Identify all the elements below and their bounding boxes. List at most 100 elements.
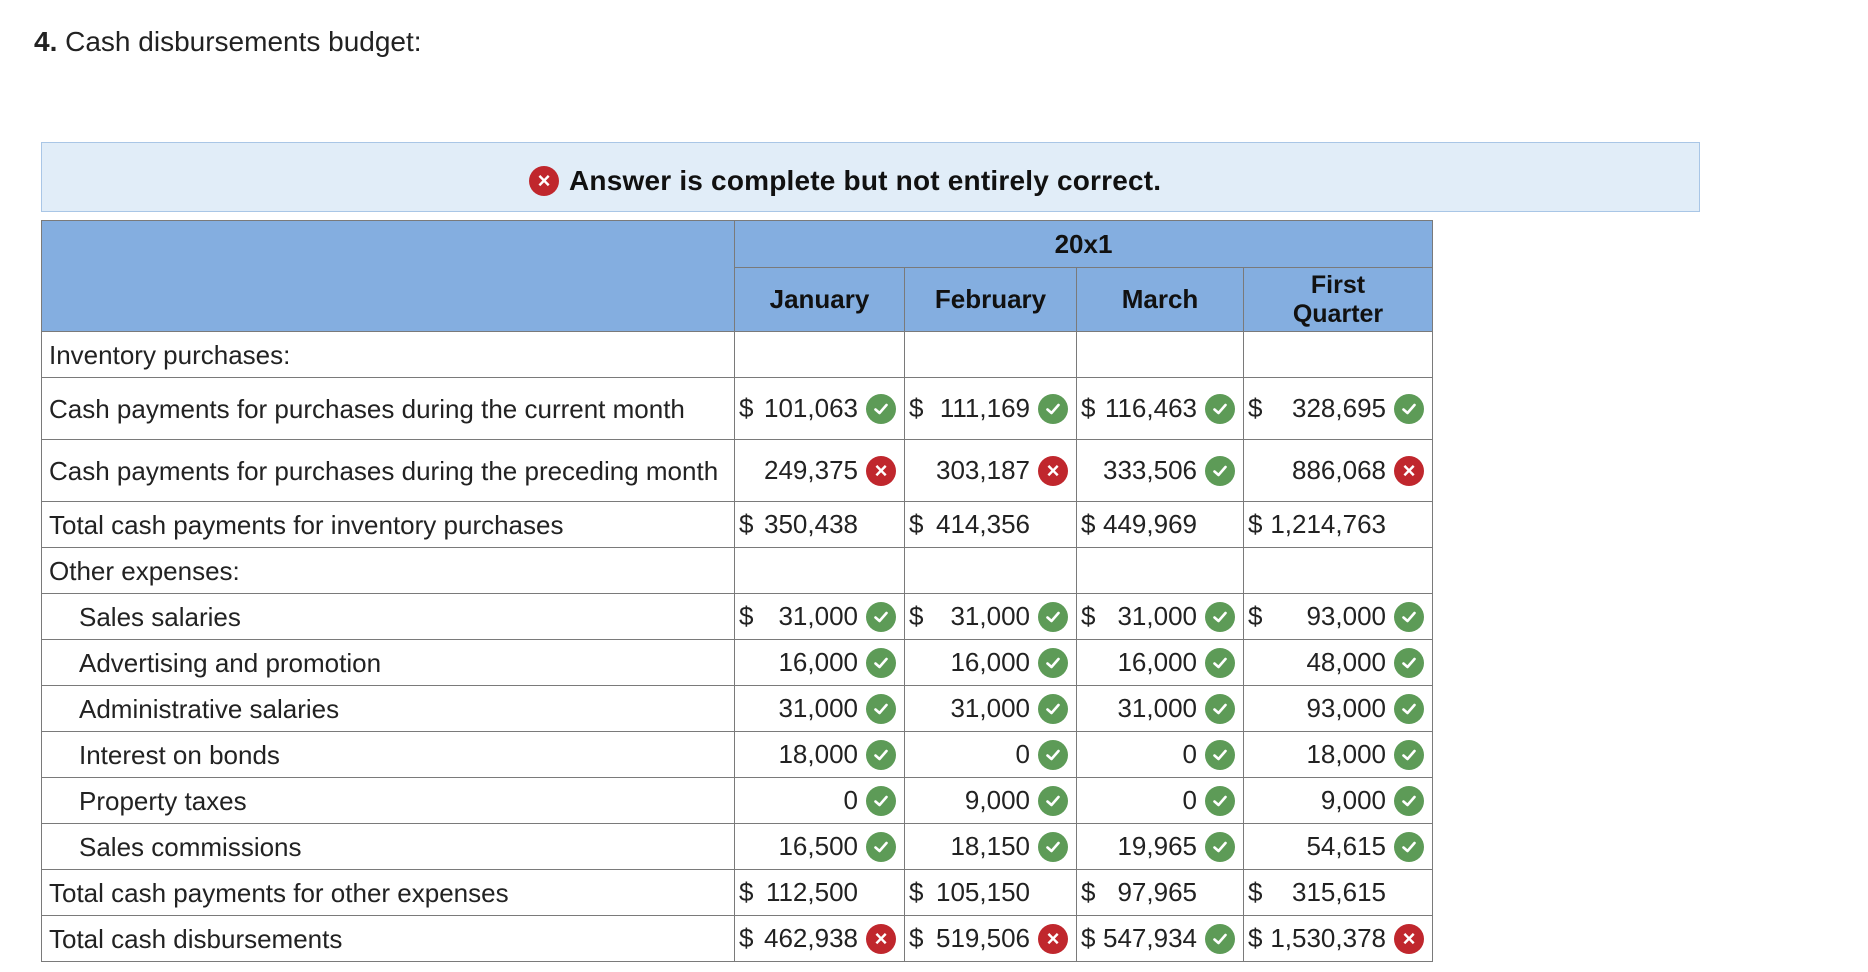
cell-content: $462,938 ×: [735, 916, 904, 961]
cell-content: $31,000: [1077, 594, 1243, 639]
cell-value: 16,000: [1117, 647, 1197, 677]
value-cell[interactable]: 16,000: [904, 639, 1077, 686]
correct-check-icon: [866, 739, 896, 770]
value-cell[interactable]: $31,000: [904, 593, 1077, 640]
cell-value: 449,969: [1103, 509, 1197, 539]
table-row: Sales salaries $31,000 $31,000 $31,000 $93,0…: [41, 593, 1433, 640]
cell-content: $328,695: [1244, 378, 1432, 439]
value-cell[interactable]: $101,063: [734, 377, 905, 440]
value-cell[interactable]: $449,969: [1076, 501, 1244, 548]
cell-content: 886,068 ×: [1244, 440, 1432, 501]
value-cell[interactable]: 54,615: [1243, 823, 1433, 870]
row-label: Sales salaries: [41, 593, 735, 640]
correct-check-icon: [1394, 739, 1424, 770]
cell-value: 519,506: [936, 923, 1030, 953]
cell-value: 249,375: [764, 455, 858, 485]
value-cell[interactable]: 249,375 ×: [734, 439, 905, 502]
value-cell[interactable]: $1,530,378 ×: [1243, 915, 1433, 962]
value-cell[interactable]: 16,500: [734, 823, 905, 870]
value-cell[interactable]: $31,000: [1076, 593, 1244, 640]
value-cell[interactable]: $1,214,763: [1243, 501, 1433, 548]
cell-content: 19,965: [1077, 824, 1243, 869]
value-cell[interactable]: $97,965: [1076, 869, 1244, 916]
value-cell[interactable]: 31,000: [734, 685, 905, 732]
correct-check-icon: [1394, 693, 1424, 724]
cell-content: $547,934: [1077, 916, 1243, 961]
value-cell[interactable]: $315,615: [1243, 869, 1433, 916]
value-cell[interactable]: $547,934: [1076, 915, 1244, 962]
col-january: January: [734, 267, 905, 332]
cell-content: $315,615: [1244, 870, 1432, 915]
feedback-banner: × Answer is complete but not entirely co…: [41, 142, 1700, 212]
value-cell[interactable]: 9,000: [904, 777, 1077, 824]
value-cell[interactable]: 0: [904, 731, 1077, 778]
value-cell[interactable]: $93,000: [1243, 593, 1433, 640]
value-cell[interactable]: $111,169: [904, 377, 1077, 440]
value-cell[interactable]: 0: [734, 777, 905, 824]
value-cell[interactable]: 886,068 ×: [1243, 439, 1433, 502]
value-cell[interactable]: 18,000: [1243, 731, 1433, 778]
incorrect-x-icon: ×: [866, 923, 896, 954]
cell-content: $105,150: [905, 870, 1076, 915]
table-row: Interest on bonds 18,000 0 0 18,000: [41, 731, 1433, 778]
cell-value: 93,000: [1306, 601, 1386, 631]
cell-content: 0: [1077, 732, 1243, 777]
cell-content: $31,000: [735, 594, 904, 639]
dollar-sign: $: [1248, 923, 1263, 953]
cell-content: 303,187 ×: [905, 440, 1076, 501]
dollar-sign: $: [1081, 877, 1096, 907]
value-cell[interactable]: 93,000: [1243, 685, 1433, 732]
cell-value: 31,000: [1117, 601, 1197, 631]
value-cell[interactable]: $116,463: [1076, 377, 1244, 440]
correct-check-icon: [1205, 923, 1235, 954]
cell-value: 31,000: [778, 601, 858, 631]
cell-content: 0: [1077, 778, 1243, 823]
table-row: Total cash payments for other expenses $1…: [41, 869, 1433, 916]
value-cell[interactable]: $112,500: [734, 869, 905, 916]
cell-content: $519,506 ×: [905, 916, 1076, 961]
dollar-sign: $: [909, 877, 924, 907]
cell-value: 414,356: [936, 509, 1030, 539]
dollar-sign: $: [1248, 601, 1263, 631]
value-cell[interactable]: $105,150: [904, 869, 1077, 916]
cell-value: 9,000: [964, 785, 1030, 815]
value-cell: [904, 547, 1077, 594]
value-cell: [1243, 331, 1433, 378]
value-cell: [904, 331, 1077, 378]
dollar-sign: $: [909, 509, 924, 539]
value-cell[interactable]: 16,000: [1076, 639, 1244, 686]
cell-value: 9,000: [1320, 785, 1386, 815]
cell-value: 116,463: [1104, 393, 1197, 423]
value-cell[interactable]: $462,938 ×: [734, 915, 905, 962]
value-cell[interactable]: 19,965: [1076, 823, 1244, 870]
value-cell[interactable]: $31,000: [734, 593, 905, 640]
value-cell[interactable]: 16,000: [734, 639, 905, 686]
value-cell[interactable]: 303,187 ×: [904, 439, 1077, 502]
value-cell: [1076, 331, 1244, 378]
cell-content: 18,000: [1244, 732, 1432, 777]
value-cell[interactable]: $328,695: [1243, 377, 1433, 440]
value-cell[interactable]: 18,000: [734, 731, 905, 778]
incorrect-x-icon: ×: [1038, 923, 1068, 954]
value-cell[interactable]: 333,506: [1076, 439, 1244, 502]
value-cell[interactable]: $414,356: [904, 501, 1077, 548]
value-cell[interactable]: 0: [1076, 777, 1244, 824]
cell-content: 16,000: [735, 640, 904, 685]
cell-value: 1,530,378: [1270, 923, 1386, 953]
value-cell[interactable]: $519,506 ×: [904, 915, 1077, 962]
header-blank: [41, 220, 735, 332]
question-title: Cash disbursements budget:: [65, 26, 422, 57]
value-cell[interactable]: 31,000: [904, 685, 1077, 732]
value-cell[interactable]: 48,000: [1243, 639, 1433, 686]
value-cell[interactable]: 18,150: [904, 823, 1077, 870]
value-cell[interactable]: 0: [1076, 731, 1244, 778]
cell-value: 0: [843, 785, 858, 815]
value-cell[interactable]: $350,438: [734, 501, 905, 548]
correct-check-icon: [1038, 601, 1068, 632]
correct-check-icon: [1394, 647, 1424, 678]
value-cell[interactable]: 9,000: [1243, 777, 1433, 824]
cell-value: 350,438: [764, 509, 858, 539]
value-cell[interactable]: 31,000: [1076, 685, 1244, 732]
cell-content: 93,000: [1244, 686, 1432, 731]
cell-value: 16,000: [778, 647, 858, 677]
